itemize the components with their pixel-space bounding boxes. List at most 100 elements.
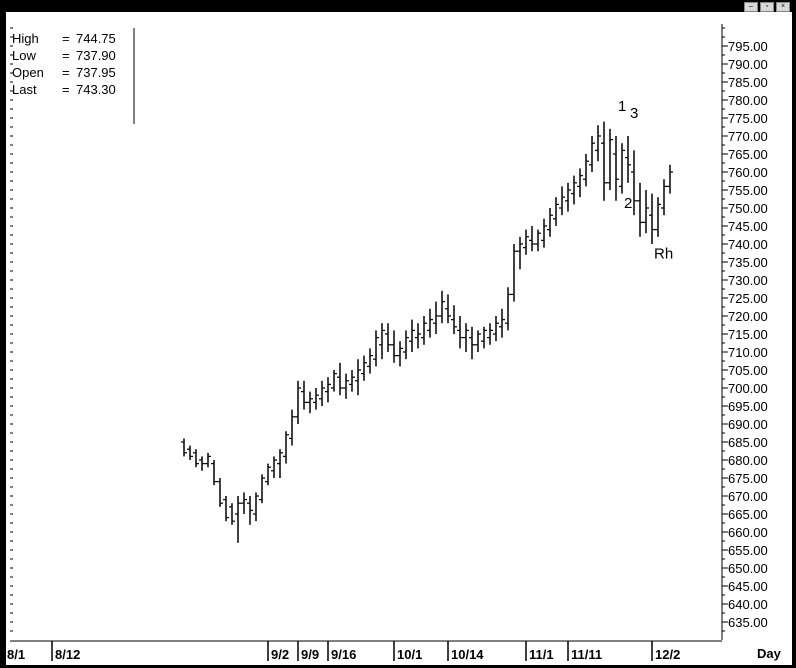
ohlc-bar <box>397 341 403 367</box>
ohlc-bar <box>511 244 517 302</box>
window-border-right <box>792 12 796 668</box>
ohlc-bar <box>529 226 535 252</box>
ohlc-bar <box>271 456 277 478</box>
price-tick-label: 785.00 <box>728 75 768 90</box>
price-tick-label: 685.00 <box>728 435 768 450</box>
ohlc-bar <box>241 492 247 514</box>
ohlc-bar <box>181 438 187 457</box>
ohlc-bar <box>505 287 511 331</box>
ohlc-bar <box>463 323 469 352</box>
ohlc-bar <box>343 373 349 399</box>
date-tick-label: 8/12 <box>55 647 80 662</box>
ohlc-bar <box>247 496 253 525</box>
price-tick-label: 725.00 <box>728 291 768 306</box>
price-axis: 635.00 640.00 645.00 650.00 655.00 660.00 665.… <box>10 27 768 632</box>
date-tick-label: 10/1 <box>397 647 422 662</box>
ohlc-bar <box>439 290 445 324</box>
ohlc-bar <box>265 463 271 486</box>
ohlc-bar <box>427 308 433 338</box>
ohlc-bar <box>451 305 457 334</box>
ohlc-bar <box>319 380 325 406</box>
price-tick-label: 710.00 <box>728 345 768 360</box>
date-tick-label: 9/9 <box>301 647 319 662</box>
ohlc-bar <box>361 355 367 381</box>
ohlc-bar <box>355 359 361 396</box>
ohlc-bar <box>649 193 655 244</box>
ohlc-bar <box>619 143 625 194</box>
price-tick-label: 780.00 <box>728 93 768 108</box>
wave-label: 3 <box>630 105 638 122</box>
stat-last: Last = 743.30 <box>12 82 116 97</box>
stat-open: Open = 737.95 <box>12 65 116 80</box>
ohlc-bar <box>475 330 481 352</box>
price-tick-label: 720.00 <box>728 309 768 324</box>
ohlc-bar <box>289 409 295 446</box>
ohlc-bar <box>487 323 493 345</box>
window-titlebar: – ▫ × <box>0 0 796 12</box>
ohlc-bar <box>583 154 589 187</box>
ohlc-bar <box>391 330 397 363</box>
ohlc-bar <box>667 164 673 194</box>
stat-last-label: Last <box>12 82 37 97</box>
ohlc-bar <box>493 316 499 342</box>
restore-icon[interactable]: ▫ <box>760 2 774 12</box>
ohlc-bar <box>277 449 283 478</box>
ohlc-bar <box>577 168 583 198</box>
ohlc-bar <box>547 208 553 237</box>
ohlc-bar <box>571 175 577 205</box>
wave-annotations: 1 3 2 Rh <box>618 98 673 263</box>
ohlc-bar <box>337 362 343 396</box>
price-tick-label: 690.00 <box>728 417 768 432</box>
window-border-left <box>0 12 6 668</box>
price-bars <box>181 121 673 543</box>
ohlc-bar <box>259 474 265 504</box>
date-tick-label: 8/1 <box>7 647 25 662</box>
ohlc-bar <box>643 190 649 234</box>
ohlc-bar <box>373 330 379 367</box>
ohlc-bar <box>349 370 355 392</box>
stat-high: High = 744.75 <box>12 31 116 46</box>
ohlc-bar <box>637 182 643 237</box>
ohlc-bar <box>235 496 241 543</box>
price-tick-label: 730.00 <box>728 273 768 288</box>
ohlc-bar <box>523 229 529 255</box>
price-tick-label: 775.00 <box>728 111 768 126</box>
price-tick-label: 760.00 <box>728 165 768 180</box>
ohlc-bar <box>607 128 613 190</box>
ohlc-bar <box>553 197 559 226</box>
period-label[interactable]: Day <box>757 646 781 661</box>
ohlc-bar <box>655 197 661 237</box>
ohlc-bar <box>295 380 301 424</box>
ohlc-bar <box>301 380 307 410</box>
price-tick-label: 745.00 <box>728 219 768 234</box>
stat-last-value: 743.30 <box>76 82 116 97</box>
price-tick-label: 705.00 <box>728 363 768 378</box>
wave-label: Rh <box>654 245 673 262</box>
ohlc-summary: High = 744.75 Low = 737.90 Open = 737.95… <box>12 30 134 98</box>
ohlc-bar <box>595 125 601 162</box>
ohlc-bar <box>313 388 319 410</box>
ohlc-bar <box>625 136 631 183</box>
stat-open-value: 737.95 <box>76 65 116 80</box>
price-tick-label: 765.00 <box>728 147 768 162</box>
stat-high-label: High <box>12 31 39 46</box>
price-tick-label: 700.00 <box>728 381 768 396</box>
ohlc-bar <box>433 301 439 334</box>
ohlc-bar <box>253 492 259 522</box>
price-tick-label: 675.00 <box>728 471 768 486</box>
stat-high-value: 744.75 <box>76 31 116 46</box>
ohlc-bar <box>187 445 193 460</box>
date-tick-label: 9/2 <box>271 647 289 662</box>
close-icon[interactable]: × <box>776 2 790 12</box>
stat-low: Low = 737.90 <box>12 48 116 63</box>
ohlc-bar <box>199 456 205 471</box>
date-tick-label: 12/2 <box>655 647 680 662</box>
minimize-icon[interactable]: – <box>744 2 758 12</box>
price-tick-label: 715.00 <box>728 327 768 342</box>
ohlc-bar <box>325 377 331 403</box>
ohlc-bar <box>541 218 547 248</box>
ohlc-bar <box>217 478 223 507</box>
ohlc-bar <box>613 136 619 201</box>
